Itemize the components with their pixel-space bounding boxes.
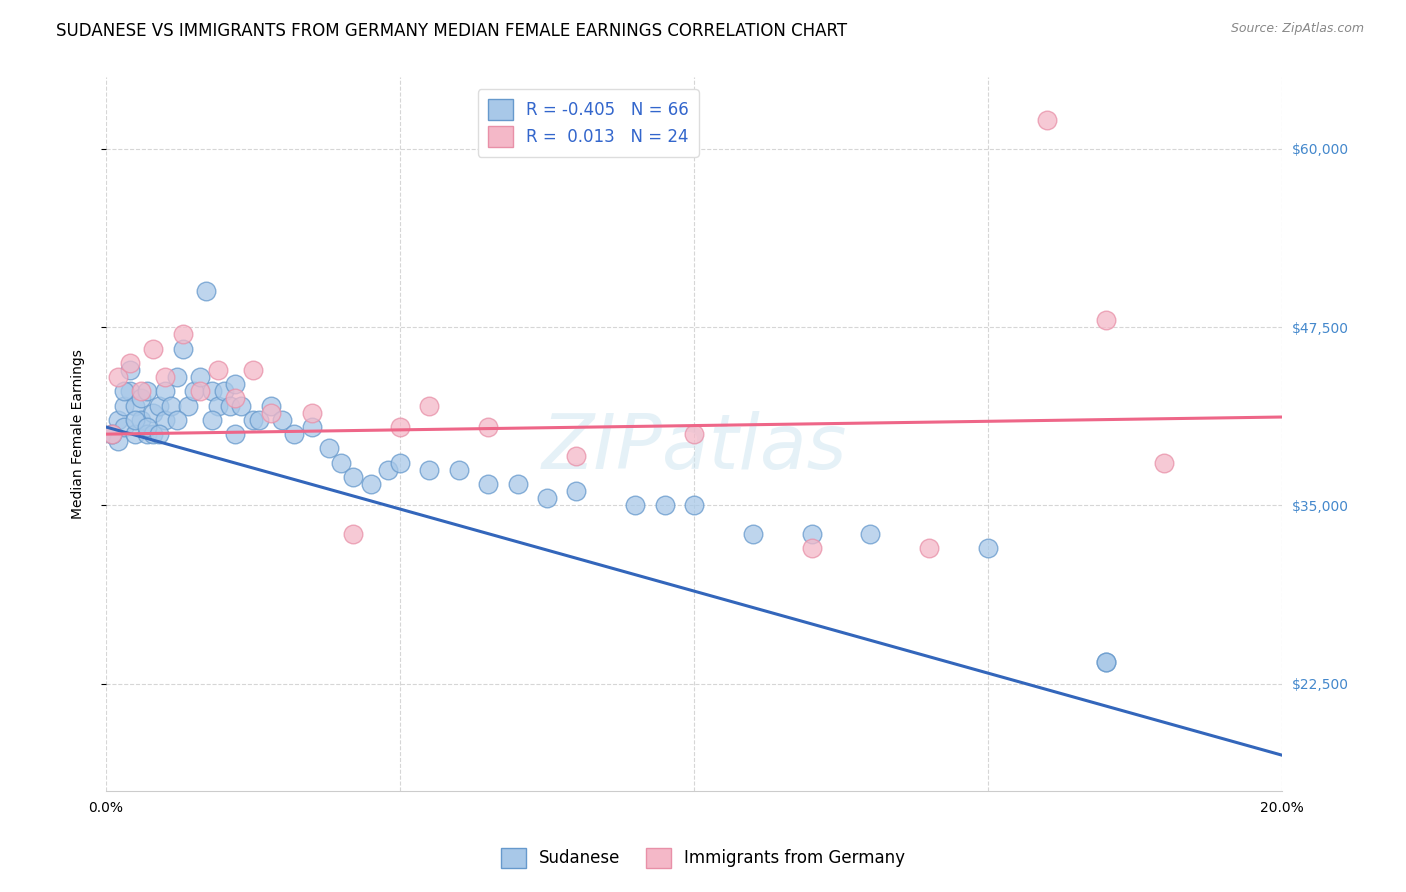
Point — [342, 527, 364, 541]
Point — [207, 399, 229, 413]
Point — [136, 384, 159, 399]
Point — [142, 406, 165, 420]
Text: Source: ZipAtlas.com: Source: ZipAtlas.com — [1230, 22, 1364, 36]
Point — [242, 363, 264, 377]
Point — [506, 477, 529, 491]
Point — [741, 527, 763, 541]
Point — [124, 399, 146, 413]
Point — [565, 449, 588, 463]
Point — [418, 463, 440, 477]
Point — [242, 413, 264, 427]
Point — [360, 477, 382, 491]
Point — [1094, 656, 1116, 670]
Point — [166, 370, 188, 384]
Point — [624, 499, 647, 513]
Point — [131, 392, 153, 406]
Point — [112, 420, 135, 434]
Point — [148, 427, 170, 442]
Point — [260, 406, 283, 420]
Point — [159, 399, 181, 413]
Point — [224, 392, 246, 406]
Point — [389, 420, 412, 434]
Legend: Sudanese, Immigrants from Germany: Sudanese, Immigrants from Germany — [495, 841, 911, 875]
Point — [918, 541, 941, 556]
Point — [1036, 113, 1059, 128]
Point — [124, 413, 146, 427]
Point — [683, 427, 706, 442]
Point — [195, 285, 218, 299]
Point — [166, 413, 188, 427]
Text: ZIPatlas: ZIPatlas — [541, 411, 846, 485]
Point — [859, 527, 882, 541]
Point — [1094, 656, 1116, 670]
Point — [1153, 456, 1175, 470]
Point — [247, 413, 270, 427]
Point — [131, 384, 153, 399]
Point — [207, 363, 229, 377]
Point — [447, 463, 470, 477]
Point — [301, 420, 323, 434]
Point — [153, 384, 176, 399]
Point — [183, 384, 205, 399]
Point — [283, 427, 305, 442]
Point — [212, 384, 235, 399]
Point — [112, 384, 135, 399]
Point — [142, 342, 165, 356]
Point — [477, 420, 499, 434]
Text: SUDANESE VS IMMIGRANTS FROM GERMANY MEDIAN FEMALE EARNINGS CORRELATION CHART: SUDANESE VS IMMIGRANTS FROM GERMANY MEDI… — [56, 22, 848, 40]
Point — [477, 477, 499, 491]
Point — [218, 399, 240, 413]
Point — [112, 399, 135, 413]
Point — [101, 427, 124, 442]
Point — [201, 413, 224, 427]
Point — [201, 384, 224, 399]
Point — [342, 470, 364, 484]
Point — [177, 399, 200, 413]
Point — [118, 363, 141, 377]
Point — [654, 499, 676, 513]
Point — [800, 527, 823, 541]
Point — [107, 434, 129, 449]
Point — [260, 399, 283, 413]
Point — [172, 327, 194, 342]
Point — [153, 413, 176, 427]
Legend: R = -0.405   N = 66, R =  0.013   N = 24: R = -0.405 N = 66, R = 0.013 N = 24 — [478, 89, 699, 157]
Point — [142, 427, 165, 442]
Point — [224, 377, 246, 392]
Point — [377, 463, 399, 477]
Point — [136, 420, 159, 434]
Point — [231, 399, 253, 413]
Point — [153, 370, 176, 384]
Point — [124, 427, 146, 442]
Point — [107, 413, 129, 427]
Point — [301, 406, 323, 420]
Point — [271, 413, 294, 427]
Point — [318, 442, 340, 456]
Point — [977, 541, 1000, 556]
Point — [224, 427, 246, 442]
Point — [148, 399, 170, 413]
Point — [330, 456, 353, 470]
Point — [172, 342, 194, 356]
Point — [118, 356, 141, 370]
Point — [107, 370, 129, 384]
Point — [188, 370, 211, 384]
Point — [131, 413, 153, 427]
Point — [101, 427, 124, 442]
Point — [1094, 313, 1116, 327]
Point — [536, 491, 558, 506]
Point — [800, 541, 823, 556]
Point — [188, 384, 211, 399]
Point — [565, 484, 588, 499]
Y-axis label: Median Female Earnings: Median Female Earnings — [72, 349, 86, 519]
Point — [389, 456, 412, 470]
Point — [683, 499, 706, 513]
Point — [136, 427, 159, 442]
Point — [118, 384, 141, 399]
Point — [418, 399, 440, 413]
Point — [101, 427, 124, 442]
